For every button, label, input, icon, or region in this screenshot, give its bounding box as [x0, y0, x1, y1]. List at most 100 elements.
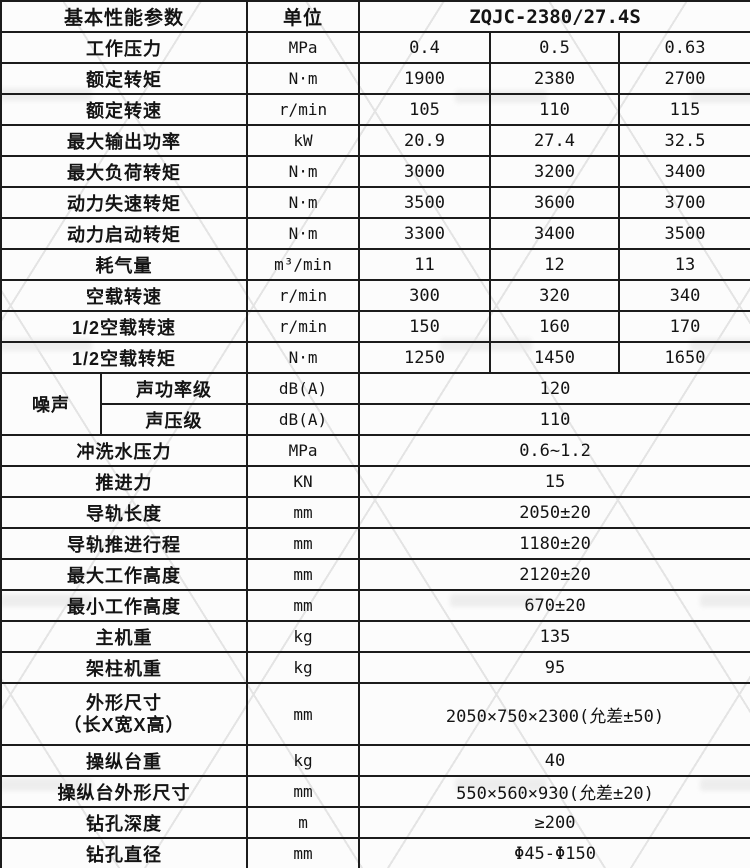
value-cell: 40 [358, 744, 750, 777]
param-name: 声压级 [99, 403, 249, 436]
param-name: 额定转速 [0, 93, 249, 126]
value-cell: 150 [358, 310, 492, 343]
value-cell: 0.5 [489, 31, 621, 64]
value-cell: 11 [358, 248, 492, 281]
value-cell: 1450 [489, 341, 621, 374]
param-name: 1/2空载转速 [0, 310, 249, 343]
value-cell: 1900 [358, 62, 492, 95]
table-row: 冲洗水压力 MPa 0.6~1.2 [0, 434, 750, 467]
unit-cell: mm [246, 837, 361, 868]
value-cell: 2380 [489, 62, 621, 95]
param-name: 动力失速转矩 [0, 186, 249, 219]
unit-cell: N·m [246, 341, 361, 374]
unit-cell: N·m [246, 62, 361, 95]
table-row-noise: 声压级 dB(A) 110 [1, 403, 750, 436]
param-name: 最大工作高度 [0, 558, 249, 591]
value-cell: 3700 [618, 186, 750, 219]
value-cell: 3600 [489, 186, 621, 219]
param-name-line2: （长X宽X高） [63, 715, 185, 735]
header-param-label: 基本性能参数 [0, 0, 249, 33]
table-row: 耗气量 m³/min 11 12 13 [0, 248, 750, 281]
header-row: 基本性能参数 单位 ZQJC-2380/27.4S [0, 0, 750, 33]
unit-cell: kg [246, 651, 361, 684]
value-cell: Φ45-Φ150 [358, 837, 750, 868]
param-name: 空载转速 [0, 279, 249, 312]
value-cell: 2050±20 [358, 496, 750, 529]
table-row: 最大工作高度 mm 2120±20 [0, 558, 750, 591]
value-cell: 1250 [358, 341, 492, 374]
unit-cell: MPa [246, 434, 361, 467]
table-row: 1/2空载转矩 N·m 1250 1450 1650 [0, 341, 750, 374]
value-cell: 3500 [358, 186, 492, 219]
table-row: 1/2空载转速 r/min 150 160 170 [0, 310, 750, 343]
param-name: 动力启动转矩 [0, 217, 249, 250]
value-cell: 1650 [618, 341, 750, 374]
param-name: 最大负荷转矩 [0, 155, 249, 188]
unit-cell: mm [246, 558, 361, 591]
param-name: 声功率级 [99, 372, 249, 405]
unit-cell: MPa [246, 31, 361, 64]
table-row: 动力失速转矩 N·m 3500 3600 3700 [0, 186, 750, 219]
value-cell: 2700 [618, 62, 750, 95]
unit-cell: m [246, 806, 361, 839]
unit-cell: kW [246, 124, 361, 157]
unit-cell: m³/min [246, 248, 361, 281]
param-name: 钻孔直径 [0, 837, 249, 868]
unit-cell: mm [246, 775, 361, 808]
value-cell: 550×560×930(允差±20) [358, 775, 750, 808]
value-cell: 32.5 [618, 124, 750, 157]
table-row: 推进力 KN 15 [0, 465, 750, 498]
unit-cell: mm [246, 589, 361, 622]
unit-cell: kg [246, 620, 361, 653]
value-cell: 3400 [618, 155, 750, 188]
param-name: 主机重 [0, 620, 249, 653]
table-row: 空载转速 r/min 300 320 340 [0, 279, 750, 312]
value-cell: 160 [489, 310, 621, 343]
table-row: 额定转速 r/min 105 110 115 [0, 93, 750, 126]
param-name: 推进力 [0, 465, 249, 498]
value-cell: 12 [489, 248, 621, 281]
value-cell: 670±20 [358, 589, 750, 622]
unit-cell: N·m [246, 155, 361, 188]
param-name: 额定转矩 [0, 62, 249, 95]
value-cell: 3200 [489, 155, 621, 188]
value-cell: 340 [618, 279, 750, 312]
value-cell: 15 [358, 465, 750, 498]
unit-cell: r/min [246, 93, 361, 126]
value-cell: 2120±20 [358, 558, 750, 591]
param-name: 架柱机重 [0, 651, 249, 684]
value-cell: 320 [489, 279, 621, 312]
table-row: 工作压力 MPa 0.4 0.5 0.63 [0, 31, 750, 64]
table-row: 导轨长度 mm 2050±20 [0, 496, 750, 529]
table-row: 操纵台外形尺寸 mm 550×560×930(允差±20) [0, 775, 750, 808]
value-cell: 0.6~1.2 [358, 434, 750, 467]
unit-cell: mm [246, 527, 361, 560]
header-model: ZQJC-2380/27.4S [358, 0, 750, 33]
table-row: 最大输出功率 kW 20.9 27.4 32.5 [0, 124, 750, 157]
unit-cell: kg [246, 744, 361, 777]
param-name: 操纵台外形尺寸 [0, 775, 249, 808]
value-cell: ≥200 [358, 806, 750, 839]
table-row: 操纵台重 kg 40 [0, 744, 750, 777]
table-row: 额定转矩 N·m 1900 2380 2700 [0, 62, 750, 95]
value-cell: 95 [358, 651, 750, 684]
param-name: 工作压力 [0, 31, 249, 64]
table-row: 钻孔直径 mm Φ45-Φ150 [0, 837, 750, 868]
param-name: 外形尺寸 （长X宽X高） [0, 682, 249, 746]
param-name: 耗气量 [0, 248, 249, 281]
param-name: 导轨推进行程 [0, 527, 249, 560]
param-name: 最小工作高度 [0, 589, 249, 622]
unit-cell: KN [246, 465, 361, 498]
param-name: 最大输出功率 [0, 124, 249, 157]
table-row: 最小工作高度 mm 670±20 [0, 589, 750, 622]
value-cell: 3400 [489, 217, 621, 250]
value-cell: 27.4 [489, 124, 621, 157]
value-cell: 3500 [618, 217, 750, 250]
param-name: 导轨长度 [0, 496, 249, 529]
unit-cell: r/min [246, 310, 361, 343]
table-row: 钻孔深度 m ≥200 [0, 806, 750, 839]
table-row-noise: 噪声 声功率级 dB(A) 120 [0, 372, 750, 436]
table-row: 动力启动转矩 N·m 3300 3400 3500 [0, 217, 750, 250]
value-cell: 1180±20 [358, 527, 750, 560]
